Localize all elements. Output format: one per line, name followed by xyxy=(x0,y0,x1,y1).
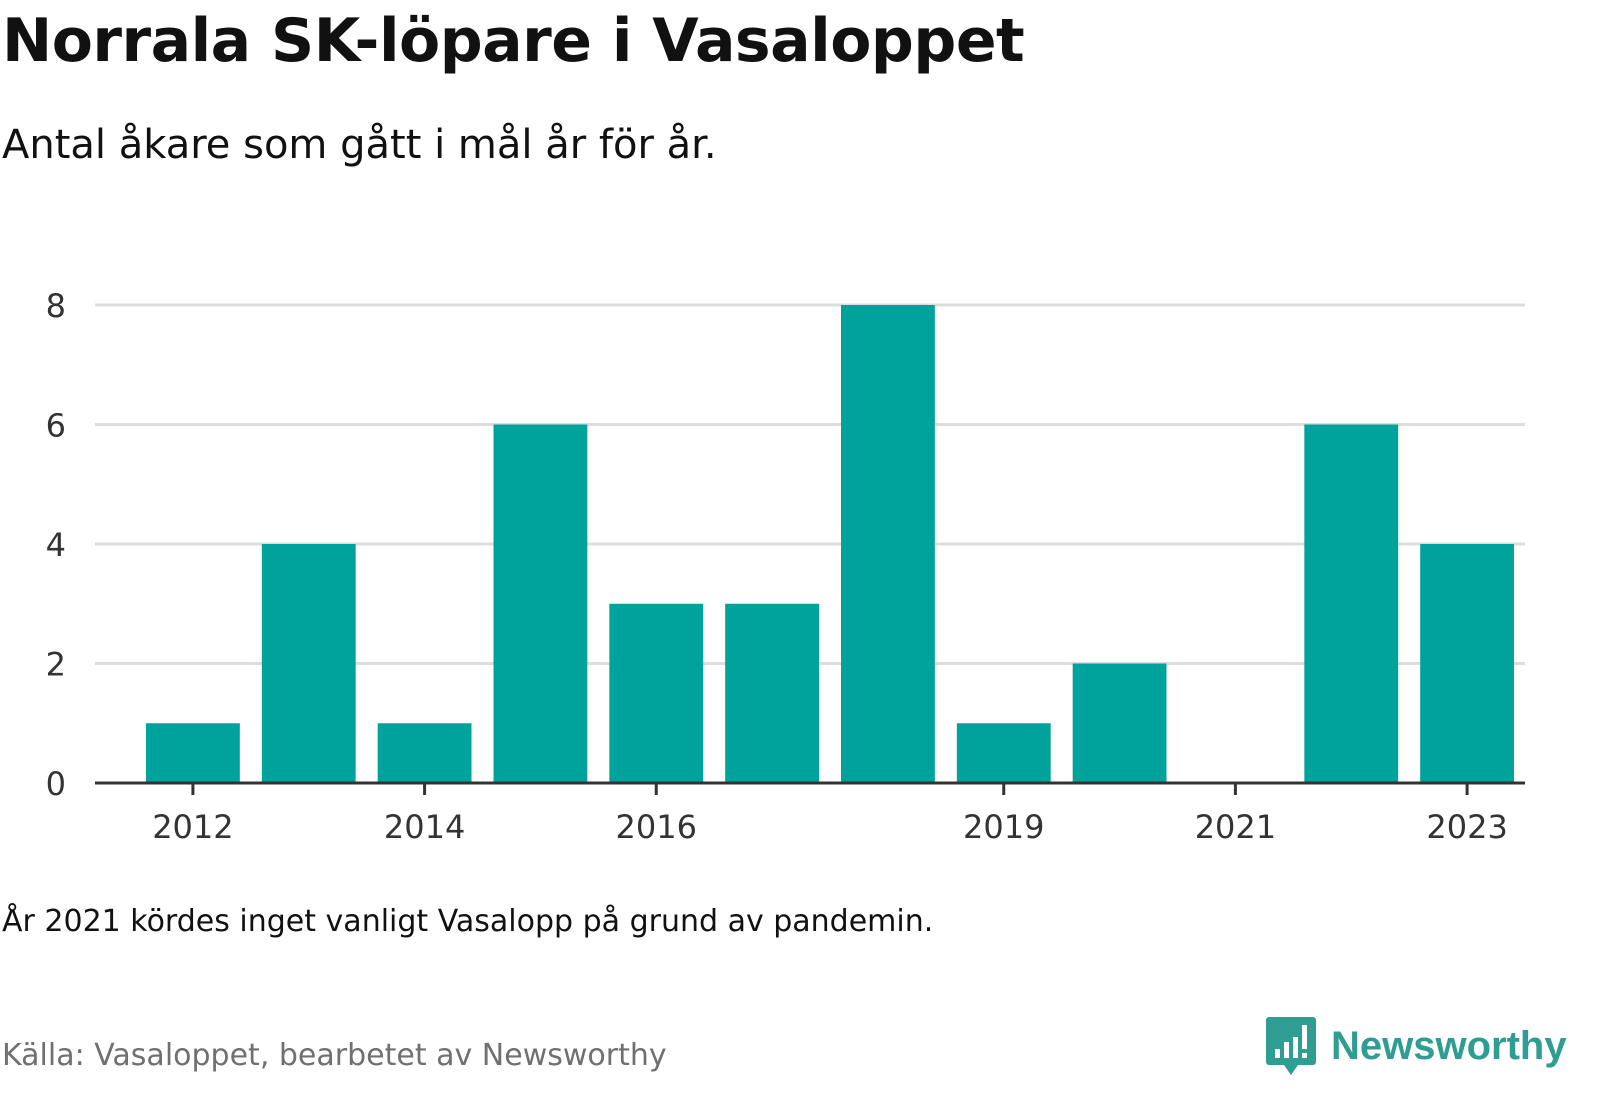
footnote: År 2021 kördes inget vanligt Vasalopp på… xyxy=(2,904,934,939)
bar-2016 xyxy=(609,603,704,783)
bar-2017 xyxy=(725,603,819,783)
y-tick-label-2: 2 xyxy=(46,646,66,684)
bar-2019 xyxy=(956,723,1051,783)
bar-2013 xyxy=(261,544,356,783)
bar-2012 xyxy=(146,723,240,783)
bar-chart-speech-bubble-icon xyxy=(1266,1017,1316,1075)
chart-subtitle: Antal åkare som gått i mål år för år. xyxy=(2,122,717,168)
bar-chart: 0 2 4 6 8 2012 2014 2016 2019 2021 2023 xyxy=(46,287,1525,846)
x-tick-label-2016: 2016 xyxy=(616,808,697,846)
bar-2018 xyxy=(841,305,935,783)
bar-2023 xyxy=(1420,544,1514,783)
y-tick-label-8: 8 xyxy=(46,287,66,325)
y-tick-label-4: 4 xyxy=(46,526,66,564)
y-tick-label-0: 0 xyxy=(46,765,66,803)
bar-2020 xyxy=(1072,663,1167,783)
y-tick-labels: 0 2 4 6 8 xyxy=(46,287,66,803)
x-tick-label-2014: 2014 xyxy=(384,808,465,846)
bar-2015 xyxy=(493,424,588,783)
x-tick-label-2023: 2023 xyxy=(1426,808,1507,846)
bar-2022 xyxy=(1304,424,1399,783)
source-text: Källa: Vasaloppet, bearbetet av Newswort… xyxy=(2,1038,667,1073)
x-tick-labels: 2012 2014 2016 2019 2021 2023 xyxy=(152,808,1508,846)
x-tick-label-2019: 2019 xyxy=(963,808,1044,846)
x-axis xyxy=(95,781,1525,795)
x-tick-label-2021: 2021 xyxy=(1195,808,1276,846)
x-tick-label-2012: 2012 xyxy=(152,808,233,846)
bars xyxy=(146,305,1514,783)
y-tick-label-6: 6 xyxy=(46,407,66,445)
chart-title: Norrala SK-löpare i Vasaloppet xyxy=(2,6,1025,76)
bar-2014 xyxy=(377,723,472,783)
brand-name: Newsworthy xyxy=(1331,1023,1567,1068)
brand-logo: Newsworthy xyxy=(1265,1015,1567,1077)
